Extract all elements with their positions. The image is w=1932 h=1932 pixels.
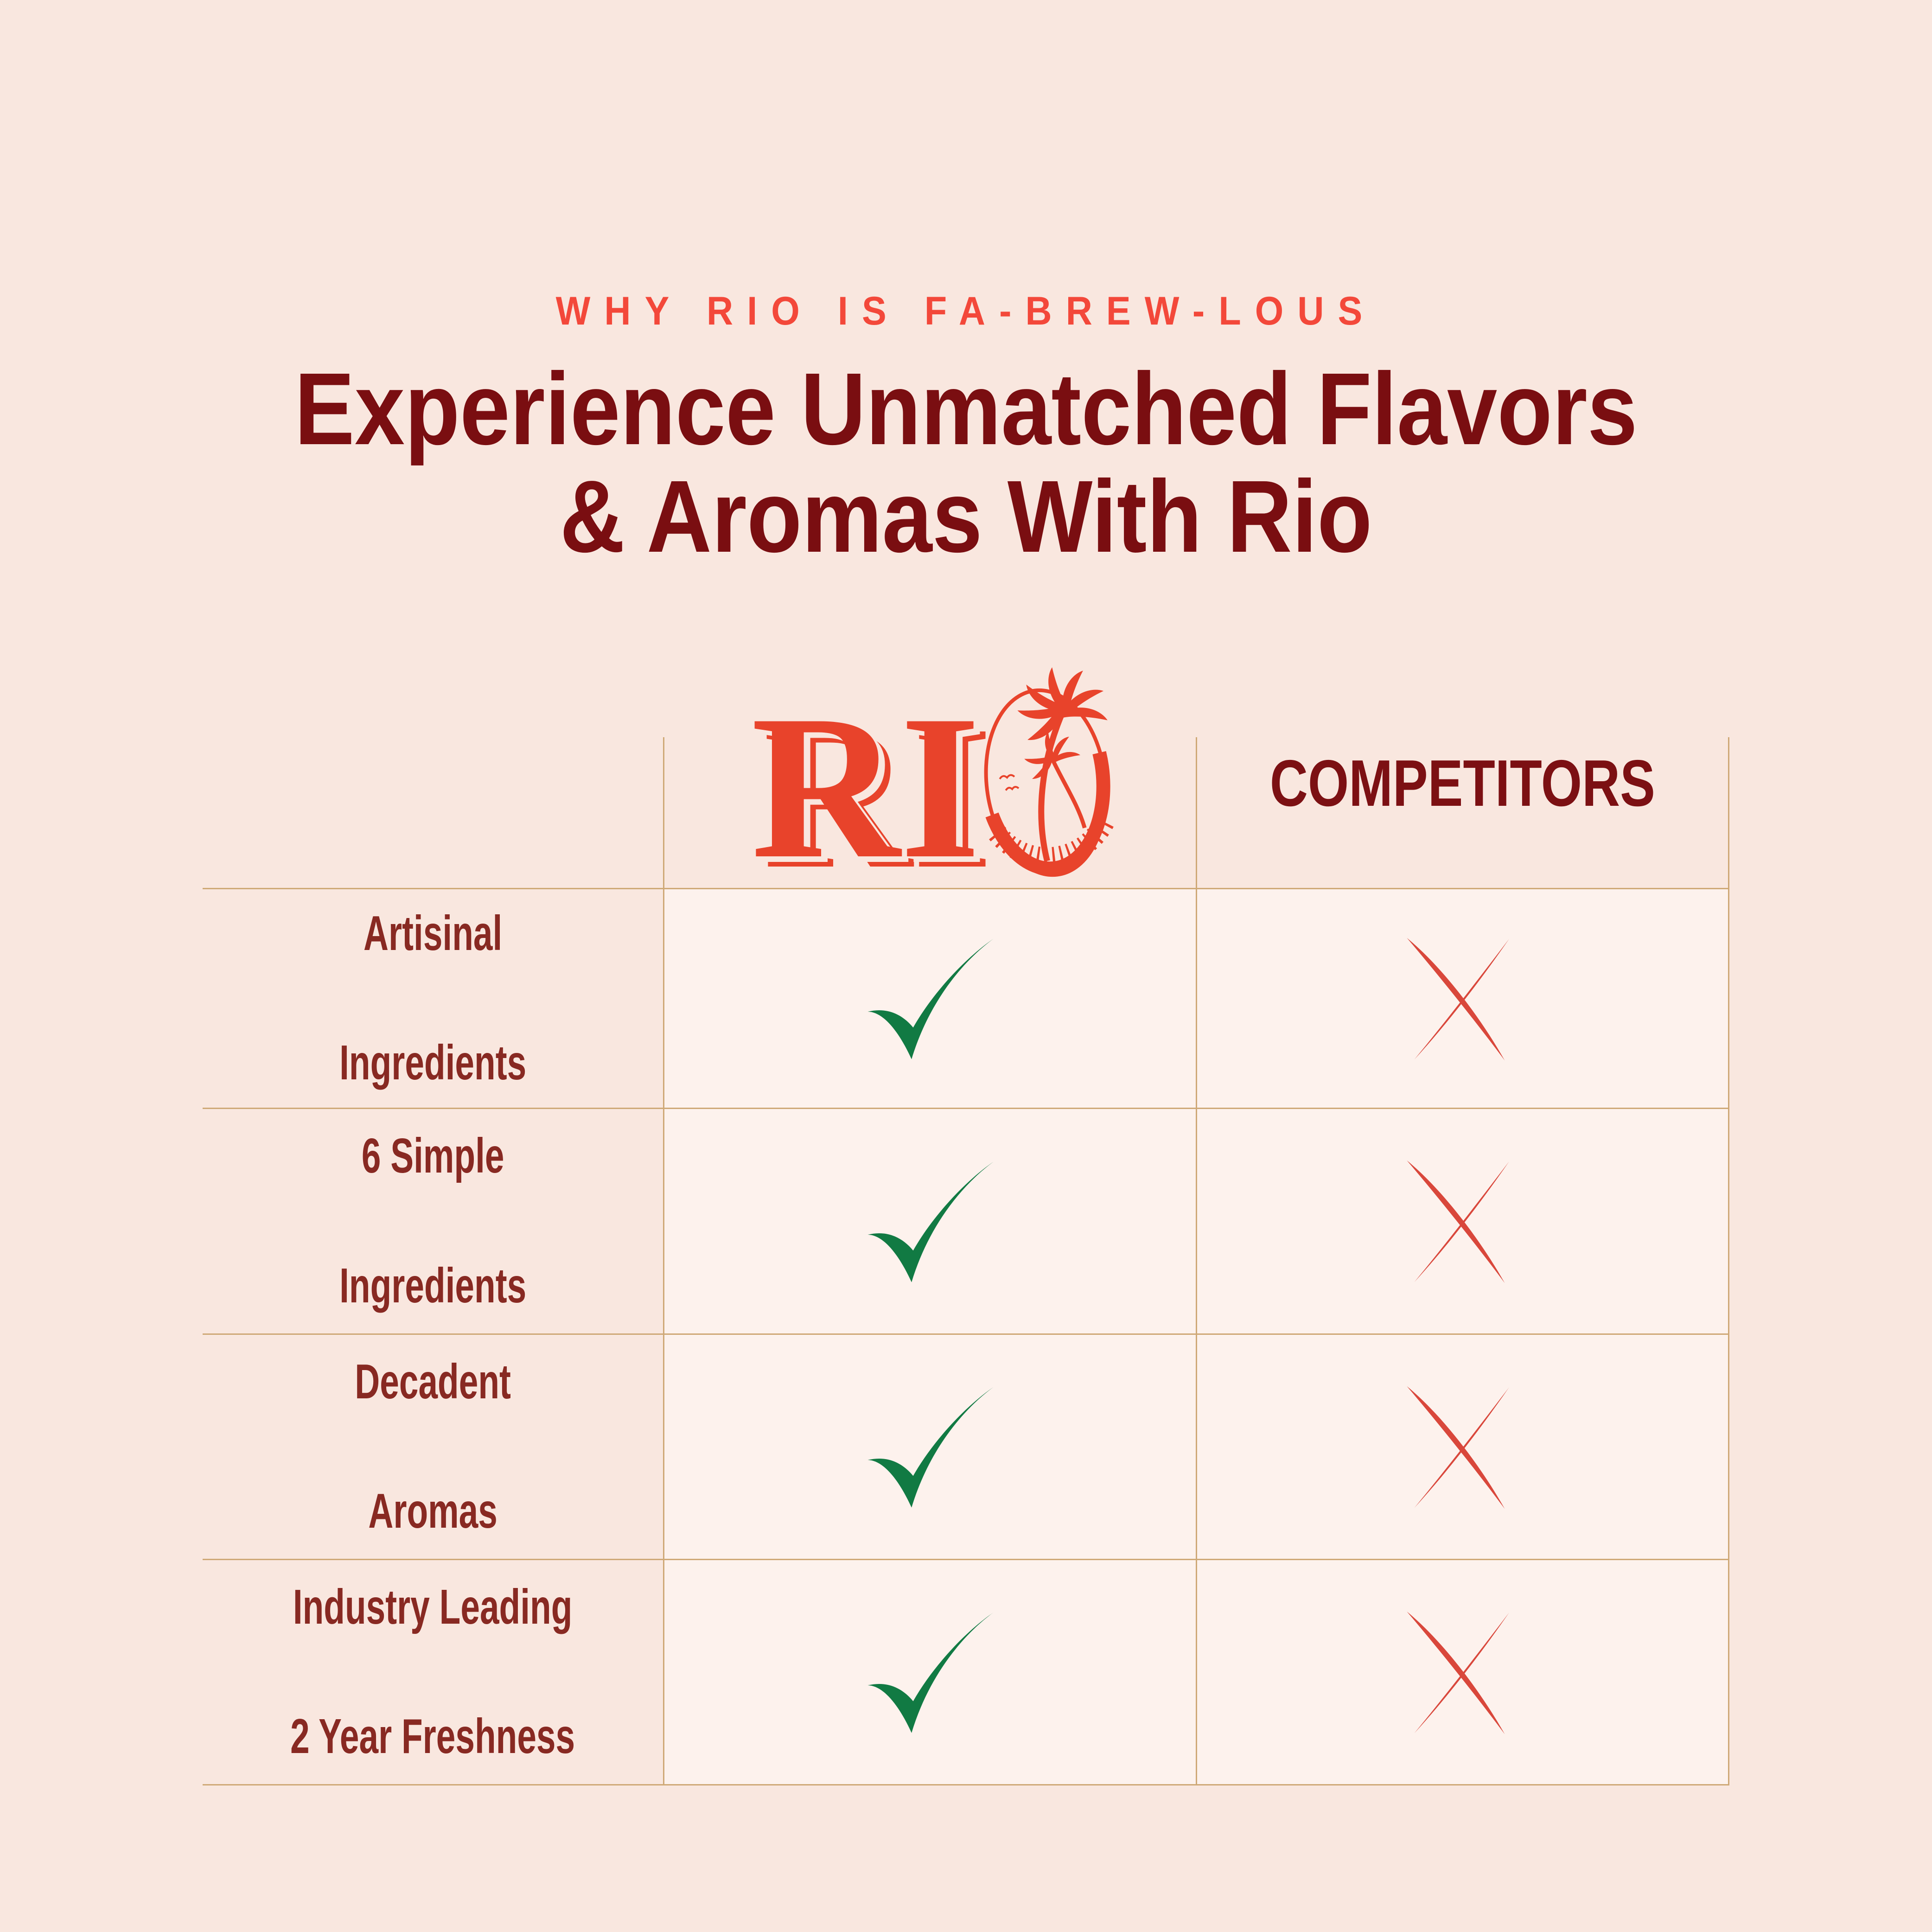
o-sun-rays <box>989 815 1115 868</box>
table-row-divider-4 <box>203 1559 1729 1560</box>
o-crescent <box>985 751 1110 876</box>
check-icon <box>867 1161 994 1282</box>
rio-column-background <box>664 888 1196 1785</box>
table-header-competitors: COMPETITORS <box>1197 682 1728 886</box>
rio-cell-row3 <box>664 1335 1196 1559</box>
row-label-line1: Industry Leading <box>293 1579 573 1634</box>
bird-icon <box>1005 786 1020 791</box>
competitors-cell-row2 <box>1197 1109 1728 1333</box>
cross-icon <box>1406 937 1509 1060</box>
row-label-line1: Decadent <box>355 1354 511 1409</box>
rio-logo-letters: RI RI RI <box>751 673 993 912</box>
table-header-rio: RI RI RI <box>664 667 1196 912</box>
competitors-cell-row4 <box>1197 1560 1728 1784</box>
row-label-line2: Aromas <box>368 1484 497 1539</box>
table-row-divider-1 <box>203 888 1729 889</box>
bird-icon <box>999 774 1015 780</box>
competitors-label: COMPETITORS <box>1269 746 1656 820</box>
check-icon <box>867 1387 994 1508</box>
row-label-industry-leading-freshness: Industry Leading 2 Year Freshness <box>203 1560 663 1784</box>
table-row-divider-2 <box>203 1108 1729 1109</box>
table-right-edge-line <box>1728 737 1729 1785</box>
table-vertical-divider-1 <box>663 737 664 1785</box>
rio-letters-gap: RI <box>758 678 987 907</box>
tagline: WHY RIO IS FA-BREW-LOUS <box>0 291 1932 331</box>
row-label-line2: 2 Year Freshness <box>290 1709 575 1764</box>
rio-logo-o-palm-icon <box>984 667 1115 877</box>
row-label-6-simple-ingredients: 6 Simple Ingredients <box>203 1109 663 1333</box>
check-icon <box>867 938 994 1059</box>
check-icon <box>867 1612 994 1733</box>
rio-cell-row4 <box>664 1560 1196 1784</box>
row-label-line1: Artisinal <box>363 905 503 961</box>
large-palm-trunk <box>1038 710 1066 862</box>
rio-logo: RI RI RI <box>751 667 1115 912</box>
table-bottom-line <box>203 1784 1729 1785</box>
small-palm <box>1023 731 1087 829</box>
small-palm-trunk <box>1051 759 1087 829</box>
row-label-decadent-aromas: Decadent Aromas <box>203 1335 663 1559</box>
competitors-cell-row3 <box>1197 1335 1728 1559</box>
table-vertical-divider-2 <box>1196 737 1197 1785</box>
row-label-artisinal-ingredients: Artisinal Ingredients <box>203 889 663 1108</box>
page-title: Experience Unmatched Flavors & Aromas Wi… <box>0 355 1932 570</box>
competitors-cell-row1 <box>1197 889 1728 1108</box>
row-label-line1: 6 Simple <box>361 1129 504 1184</box>
cross-icon <box>1406 1611 1509 1734</box>
tagline-text: WHY RIO IS FA-BREW-LOUS <box>555 289 1377 333</box>
row-label-line2: Ingredients <box>339 1035 527 1090</box>
rio-cell-row2 <box>664 1109 1196 1333</box>
rio-letters-shadow: RI <box>763 683 993 912</box>
row-label-line2: Ingredients <box>339 1258 527 1313</box>
competitors-column-background <box>1197 888 1728 1785</box>
rio-letters-main: RI <box>751 673 981 901</box>
rio-cell-row1 <box>664 889 1196 1108</box>
cross-icon <box>1406 1160 1509 1283</box>
page-title-line2: & Aromas With Rio <box>560 459 1372 574</box>
table-row-divider-3 <box>203 1333 1729 1335</box>
cross-icon <box>1406 1386 1509 1509</box>
large-palm-fronds <box>1016 667 1109 744</box>
page-title-line1: Experience Unmatched Flavors <box>294 351 1638 466</box>
